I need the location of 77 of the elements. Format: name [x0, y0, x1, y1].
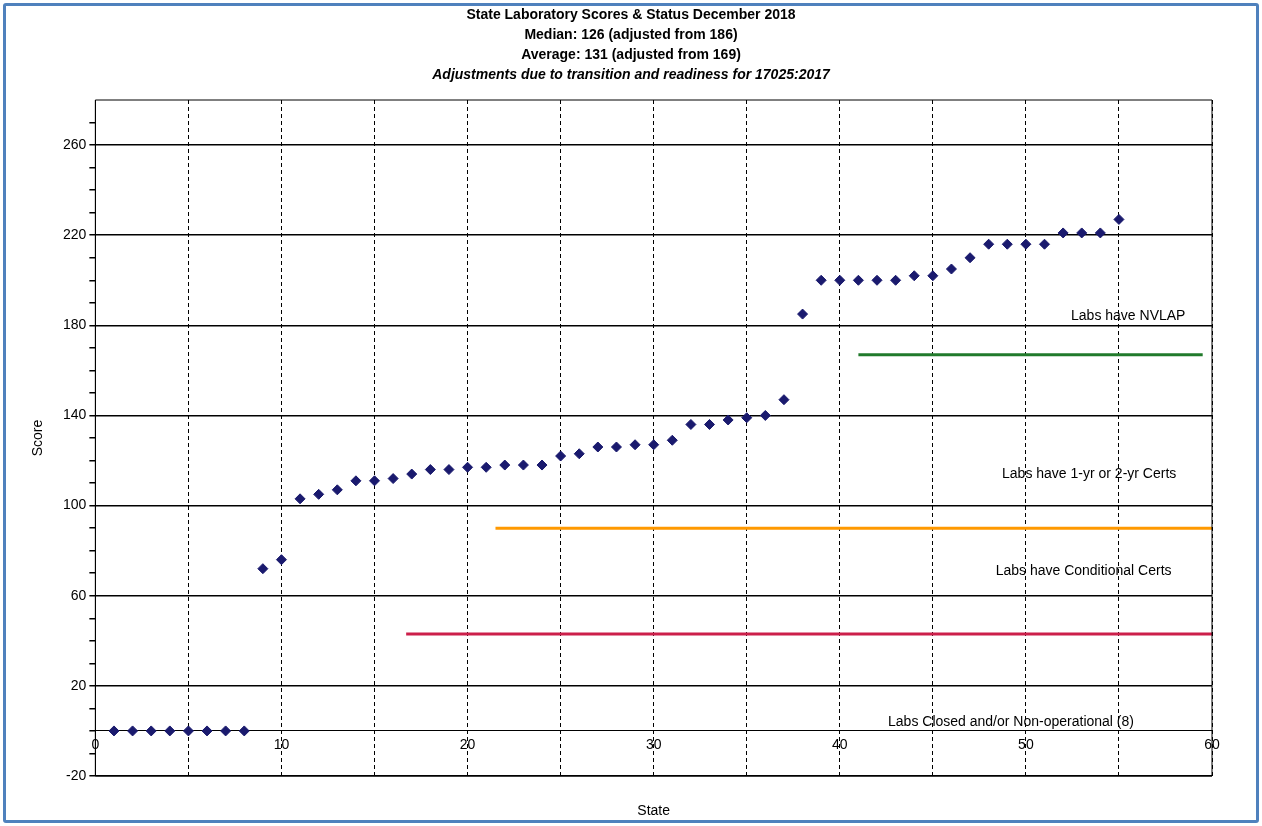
point: [815, 274, 827, 286]
point: [610, 441, 622, 453]
x-tick-label: 30: [645, 736, 662, 753]
point: [555, 450, 567, 462]
point: [629, 439, 641, 451]
annotation: Labs have Conditional Certs: [995, 562, 1172, 579]
point: [220, 725, 232, 737]
point: [685, 418, 697, 430]
point: [536, 459, 548, 471]
point: [1113, 213, 1125, 225]
y-tick-label: 60: [70, 586, 87, 603]
y-tick-label: 100: [63, 496, 87, 513]
point: [834, 274, 846, 286]
point: [406, 468, 418, 480]
point: [145, 725, 157, 737]
y-tick-label: 180: [63, 316, 87, 333]
point: [797, 308, 809, 320]
point: [852, 274, 864, 286]
point: [741, 412, 753, 424]
text: Adjustments due to transition and readiness for 17025:2017: [431, 65, 831, 82]
point: [238, 725, 250, 737]
point: [127, 725, 139, 737]
point: [331, 484, 343, 496]
point: [424, 464, 436, 476]
point: [592, 441, 604, 453]
point: [1039, 238, 1050, 250]
annotation: Labs have 1-yr or 2-yr Certs: [1002, 464, 1177, 481]
x-tick-label: 20: [459, 736, 476, 753]
point: [369, 475, 381, 487]
x-tick-label: 10: [273, 736, 290, 753]
point: [1076, 227, 1088, 239]
annotation: Labs have NVLAP: [1071, 307, 1186, 324]
x-tick-label: 60: [1204, 736, 1220, 753]
point: [908, 270, 920, 282]
point: [722, 414, 734, 426]
y-tick-label: 140: [63, 406, 87, 423]
point: [648, 439, 660, 451]
point: [294, 493, 306, 505]
point: [313, 488, 325, 500]
point: [983, 238, 995, 250]
point: [201, 725, 213, 737]
point: [890, 274, 902, 286]
point: [945, 263, 957, 275]
point: [182, 725, 194, 737]
point: [704, 418, 716, 430]
point: [778, 394, 790, 406]
point: [387, 473, 399, 485]
point: [964, 252, 976, 264]
chart-title: State Laboratory Scores & Status December 2018: [466, 5, 796, 22]
x-tick-label: 40: [832, 736, 848, 753]
y-tick-label: 20: [70, 676, 87, 693]
x-tick-label: 50: [1018, 736, 1034, 753]
point: [164, 725, 176, 737]
y-axis-title: Score: [28, 419, 45, 457]
point: [108, 725, 120, 737]
point: [480, 461, 492, 473]
y-tick-label: 260: [63, 135, 87, 152]
chart-subtitle: Median: 126 (adjusted from 186) Average: 131 (adjusted from 169): [521, 25, 741, 62]
point: [443, 464, 455, 476]
point: [257, 563, 269, 575]
point: [666, 434, 678, 446]
point: [499, 459, 511, 471]
y-tick-label: 220: [63, 226, 87, 243]
y-tick-label: -20: [66, 766, 87, 783]
point: [275, 554, 287, 566]
point: [517, 459, 529, 471]
point: [1094, 227, 1106, 239]
point: [927, 270, 939, 282]
point: [350, 475, 362, 487]
x-axis-title: State: [637, 801, 671, 818]
point: [462, 461, 474, 473]
point: [871, 274, 883, 286]
point: [573, 448, 585, 460]
point: [1057, 227, 1069, 239]
point: [759, 409, 771, 421]
point: [1001, 238, 1013, 250]
point: [1020, 238, 1032, 250]
